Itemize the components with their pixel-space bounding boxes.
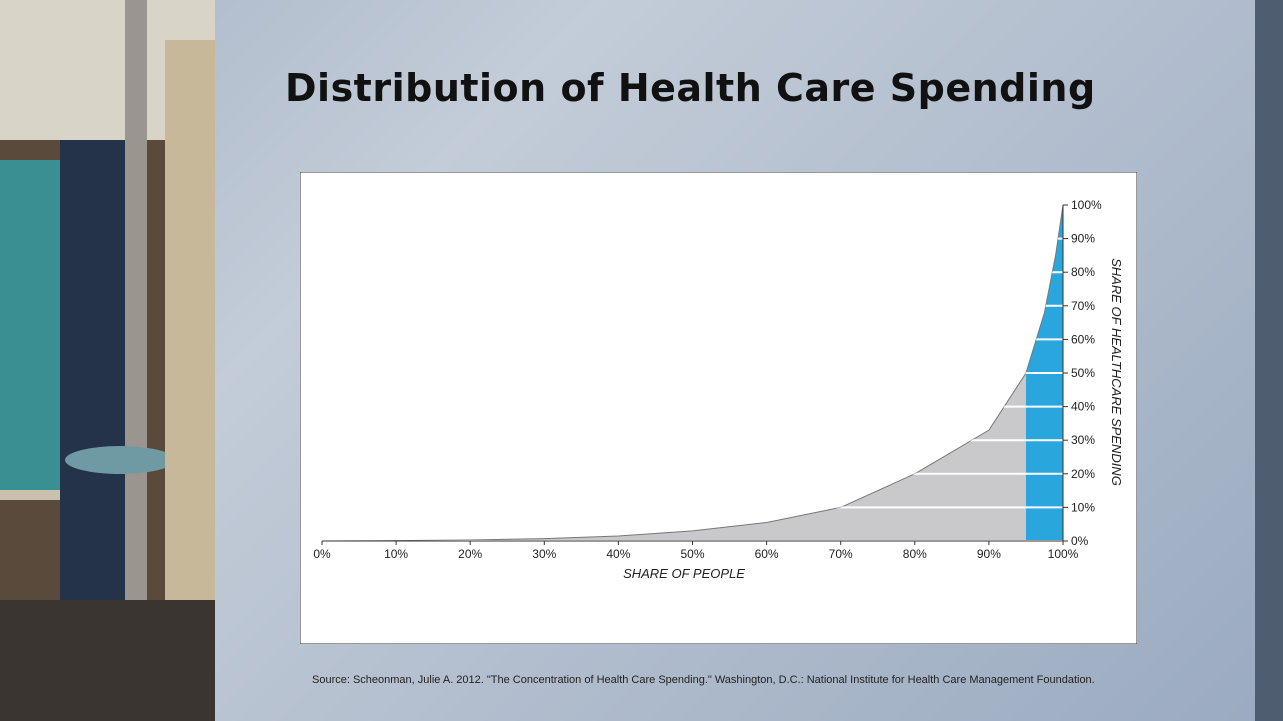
x-tick-label: 0% xyxy=(313,547,331,561)
y-tick-label: 10% xyxy=(1071,500,1095,514)
side-strip xyxy=(1255,0,1283,721)
x-tick-label: 100% xyxy=(1048,547,1079,561)
slide-title: Distribution of Health Care Spending xyxy=(285,66,1096,110)
photo xyxy=(0,0,215,721)
x-tick-label: 30% xyxy=(532,547,556,561)
x-tick-label: 20% xyxy=(458,547,482,561)
y-tick-label: 70% xyxy=(1071,299,1095,313)
x-tick-label: 70% xyxy=(829,547,853,561)
y-tick-label: 100% xyxy=(1071,198,1102,212)
curve xyxy=(321,204,1064,542)
y-tick-label: 60% xyxy=(1071,332,1095,346)
area-main xyxy=(322,373,1026,541)
chart: SHARE OF PEOPLE SHARE OF HEALTHCARE SPEN… xyxy=(300,172,1137,644)
chart-frame xyxy=(300,172,1137,644)
y-tick-label: 30% xyxy=(1071,433,1095,447)
x-tick-label: 10% xyxy=(384,547,408,561)
x-axis-label: SHARE OF PEOPLE xyxy=(623,566,745,581)
x-tick-label: 90% xyxy=(977,547,1001,561)
x-tick-label: 40% xyxy=(606,547,630,561)
y-tick-label: 0% xyxy=(1071,534,1089,548)
source-note: Source: Scheonman, Julie A. 2012. "The C… xyxy=(312,674,1095,686)
x-tick-label: 50% xyxy=(680,547,704,561)
x-tick-label: 80% xyxy=(903,547,927,561)
y-tick-label: 50% xyxy=(1071,366,1095,380)
y-tick-label: 40% xyxy=(1071,400,1095,414)
x-tick-label: 60% xyxy=(755,547,779,561)
y-tick-label: 90% xyxy=(1071,232,1095,246)
y-tick-label: 80% xyxy=(1071,265,1095,279)
y-axis-label: SHARE OF HEALTHCARE SPENDING xyxy=(1109,258,1124,486)
y-tick-label: 20% xyxy=(1071,467,1095,481)
